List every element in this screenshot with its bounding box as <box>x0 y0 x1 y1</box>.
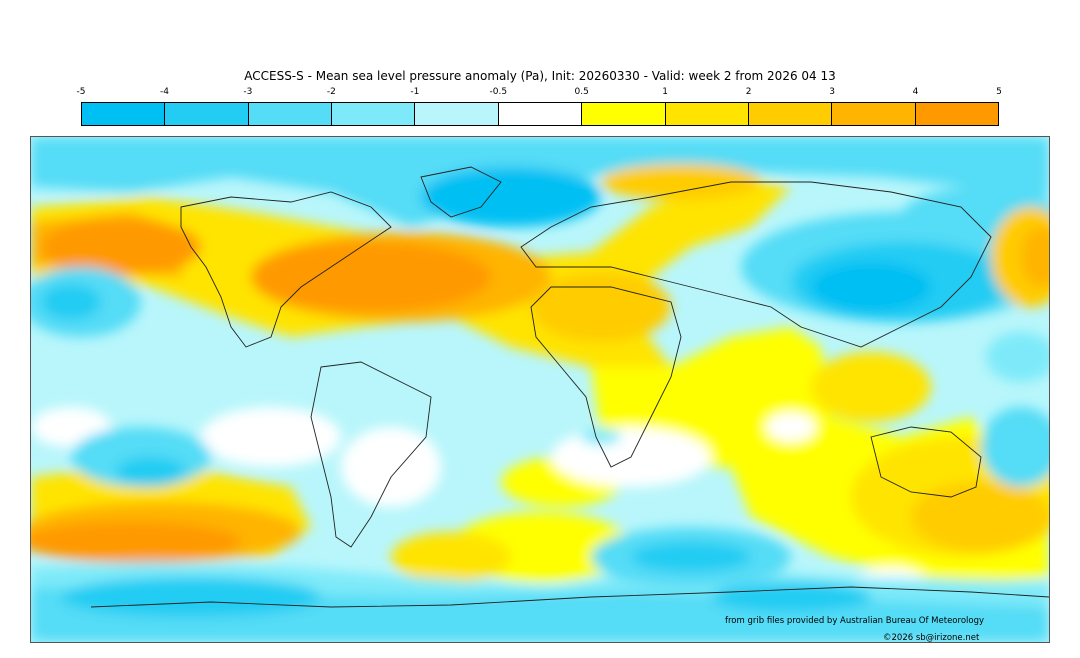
colorbar-tick-label: 4 <box>912 87 919 97</box>
colorbar-tick-label: 1 <box>662 87 669 97</box>
colorbar-tick-label: -4 <box>159 87 169 97</box>
colorbar-tick-label: 0.5 <box>574 87 589 97</box>
colorbar-segment <box>415 103 499 125</box>
colorbar-tick-label: -2 <box>326 87 336 97</box>
colorbar-segment <box>248 103 333 125</box>
colorbar-segment <box>165 103 249 125</box>
coastlines <box>90 166 1049 608</box>
colorbar-segment <box>332 103 416 125</box>
colorbar-segment <box>832 103 916 125</box>
colorbar-segment <box>665 103 749 125</box>
colorbar-legend <box>81 102 999 126</box>
colorbar-segment <box>582 103 666 125</box>
anomaly-field <box>31 137 1049 642</box>
colorbar-tick-label: -5 <box>76 87 86 97</box>
colorbar-segment <box>82 103 166 125</box>
colorbar-tick-label: 3 <box>829 87 835 97</box>
colorbar-tick-label: 2 <box>745 87 752 97</box>
colorbar-segment <box>498 103 583 125</box>
data-source-credit: from grib files provided by Australian B… <box>725 616 985 626</box>
colorbar-tick-label: 5 <box>996 87 1002 97</box>
colorbar-segment <box>748 103 833 125</box>
map-title: ACCESS-S - Mean sea level pressure anoma… <box>244 69 836 83</box>
colorbar-tick-label: -1 <box>410 87 420 97</box>
world-map <box>30 136 1050 643</box>
colorbar-tick-label: -0.5 <box>489 87 508 97</box>
colorbar-segment <box>915 103 998 125</box>
copyright-credit: ©2026 sb@irizone.net <box>883 633 980 643</box>
colorbar-tick-label: -3 <box>243 87 253 97</box>
